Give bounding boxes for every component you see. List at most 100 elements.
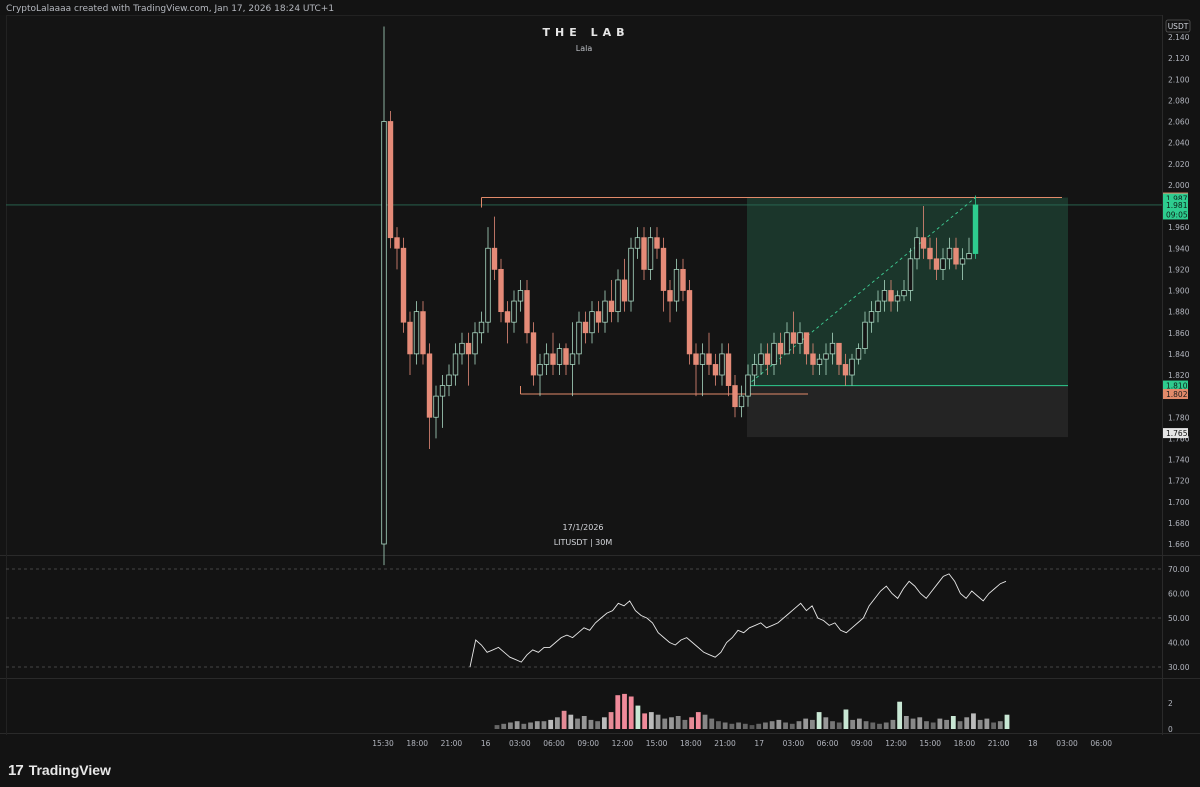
price-tag-last: 1.987	[1163, 193, 1188, 204]
candle-body	[420, 311, 426, 355]
candle-body	[914, 237, 920, 260]
volume-bar	[554, 717, 560, 729]
candle-body	[758, 353, 764, 365]
candle-body	[771, 342, 777, 365]
candle-body	[498, 268, 504, 313]
candles-group	[381, 26, 979, 566]
candle	[478, 311, 485, 344]
price-tag-stop: 1.765	[1163, 428, 1188, 439]
price-tag-entry: 1.810	[1163, 380, 1188, 391]
candle	[803, 332, 810, 365]
volume-bar	[514, 721, 520, 729]
price-tick-label: 2.060	[1168, 118, 1190, 127]
candle	[550, 332, 556, 375]
volume-bar	[695, 712, 701, 729]
candle	[660, 237, 667, 312]
volume-bar	[716, 721, 721, 729]
time-tick-label: 06:00	[817, 739, 839, 748]
volume-bar	[534, 721, 540, 729]
price-tag-level: 1.802	[1163, 389, 1188, 400]
volume-bar	[575, 718, 580, 729]
volume-bar	[964, 717, 970, 729]
volume-bar	[957, 721, 963, 729]
volume-bar	[1004, 714, 1010, 729]
volume-bar	[541, 721, 547, 729]
candle-body	[810, 353, 816, 365]
volume-bar	[830, 721, 835, 729]
candle	[413, 301, 420, 365]
candle	[771, 332, 777, 375]
candle-body	[966, 253, 972, 260]
time-tick-label: 18:00	[680, 739, 702, 748]
volume-bar	[924, 721, 929, 729]
price-tag-label: 1.987	[1166, 195, 1188, 204]
price-axis: 2.140 2.120 2.100 2.080 2.060 2.040 2.020 2.000…	[1168, 33, 1190, 549]
candle-body	[595, 311, 602, 323]
candle-body	[836, 342, 842, 365]
volume-bar	[628, 696, 634, 729]
rsi-tick-label: 40.00	[1168, 639, 1190, 648]
candle	[400, 237, 407, 333]
price-tick-label: 2.120	[1168, 54, 1190, 63]
watermark-title: THE LAB	[543, 26, 630, 39]
volume-bar	[749, 725, 755, 729]
candle	[810, 343, 816, 375]
stop-loss-zone[interactable]	[747, 385, 1068, 438]
volume-bar	[689, 717, 695, 729]
volume-bar	[642, 713, 648, 729]
candle	[946, 237, 953, 270]
candle-body	[855, 348, 862, 360]
candle-body	[842, 364, 849, 376]
candle	[537, 353, 543, 397]
tradingview-logo[interactable]: 17 TradingView	[8, 760, 111, 780]
candle	[972, 195, 979, 259]
candle-body	[777, 342, 784, 355]
candle-body	[543, 353, 550, 365]
rsi-line	[469, 573, 1007, 668]
candle	[894, 290, 901, 312]
candle	[595, 301, 602, 333]
candle-body	[634, 237, 641, 249]
candle-body	[530, 332, 537, 376]
volume-bar	[561, 710, 567, 729]
volume-bar	[843, 709, 849, 729]
candle-body	[673, 268, 680, 302]
price-tick-label: 1.920	[1168, 265, 1190, 274]
candle	[712, 353, 719, 386]
candle	[602, 290, 608, 333]
candle-body	[751, 364, 758, 376]
time-tick-label: 18:00	[406, 739, 428, 748]
volume-bar	[809, 719, 815, 729]
currency-badge[interactable]	[1165, 19, 1191, 33]
price-tick-label: 2.100	[1168, 75, 1190, 84]
candle-body	[608, 300, 615, 313]
candle	[959, 248, 966, 280]
rsi-tick-label: 70.00	[1168, 565, 1190, 574]
volume-bar	[823, 717, 829, 729]
volume-bar	[548, 719, 554, 729]
candle	[758, 343, 764, 375]
price-tick-label: 1.780	[1168, 413, 1190, 422]
candle	[829, 332, 836, 365]
volume-bar	[930, 722, 936, 729]
candle	[517, 279, 524, 312]
volume-bar	[836, 722, 842, 729]
candle	[439, 375, 446, 428]
long-position-zone[interactable]	[747, 197, 1068, 386]
volume-bar	[501, 723, 507, 729]
candle	[693, 343, 699, 397]
volume-bar	[971, 713, 976, 729]
candle	[927, 237, 933, 270]
candle	[797, 322, 803, 354]
candle-body	[706, 353, 712, 365]
watermark-date: 17/1/2026	[562, 523, 603, 532]
candle-body	[452, 353, 459, 376]
candle-body	[589, 311, 595, 334]
volume-bar	[937, 718, 943, 729]
price-tick-label: 2.080	[1168, 96, 1190, 105]
currency-label: USDT	[1168, 22, 1189, 31]
candle-body	[478, 321, 485, 334]
volume-bar	[648, 712, 654, 729]
rsi-tick-label: 60.00	[1168, 590, 1190, 599]
